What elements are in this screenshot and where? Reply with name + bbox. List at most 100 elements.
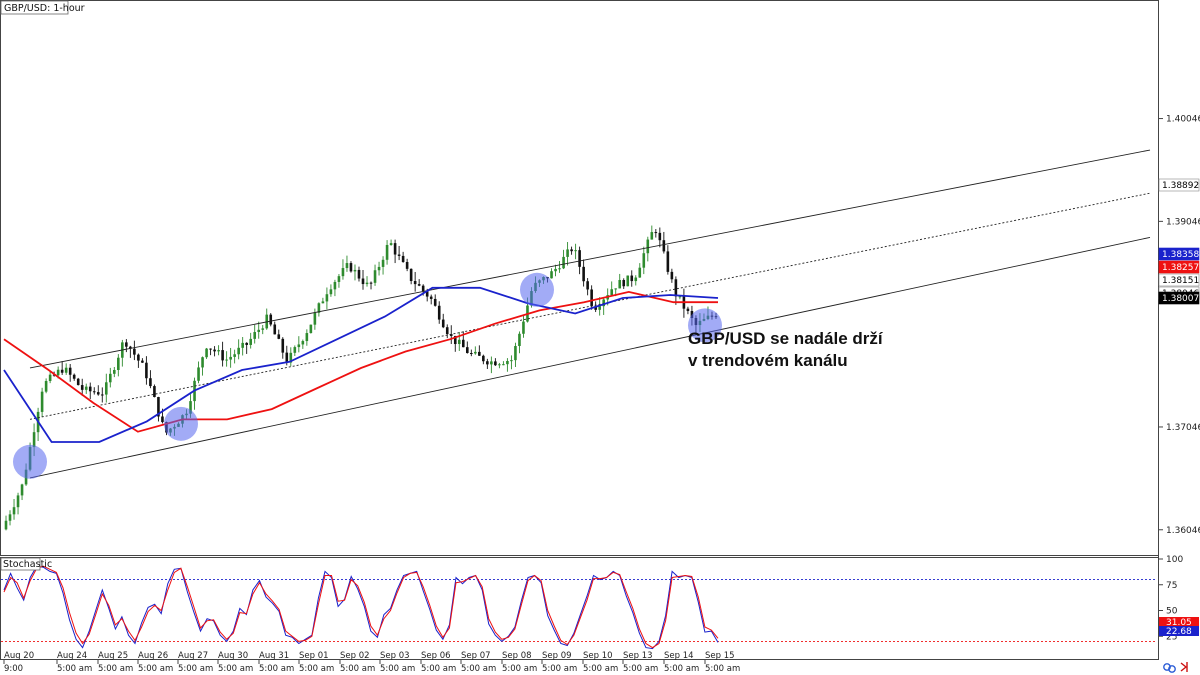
x-tick-label: Aug 26 xyxy=(138,651,168,661)
candle-body xyxy=(317,303,321,313)
candle-body xyxy=(80,385,84,390)
stoch-y-tick-label: 25 xyxy=(1166,632,1177,642)
x-tick-sublabel: 5:00 am xyxy=(542,664,577,674)
candle-body xyxy=(48,374,52,381)
x-tick-sublabel: 5:00 am xyxy=(502,664,537,674)
candle-body xyxy=(333,281,337,290)
y-tick-label: 1.36046 xyxy=(1166,526,1200,536)
candle-body xyxy=(20,484,24,496)
candle-body xyxy=(8,514,12,521)
x-tick-sublabel: 5:00 am xyxy=(664,664,699,674)
candle-body xyxy=(237,347,240,355)
x-tick-sublabel: 5:00 am xyxy=(57,664,92,674)
candle-body xyxy=(646,239,650,254)
candle-body xyxy=(470,353,473,355)
candle-body xyxy=(578,250,581,267)
stochastic-panel xyxy=(1,565,1157,650)
x-tick-sublabel: 5:00 am xyxy=(461,664,496,674)
candles xyxy=(4,225,718,531)
x-tick-label: Sep 13 xyxy=(623,651,653,661)
candle-body xyxy=(622,279,626,287)
candle-body xyxy=(441,319,445,328)
candle-body xyxy=(678,296,682,298)
y-tick-label: 1.37046 xyxy=(1166,423,1200,433)
stoch-y-tick-label: 75 xyxy=(1166,581,1177,591)
candle-body xyxy=(626,275,630,287)
candle-body xyxy=(658,232,662,241)
candle-body xyxy=(257,329,261,333)
candle-body xyxy=(289,352,293,363)
annotation-line-1: GBP/USD se nadále drží xyxy=(688,329,884,348)
price-label-text: 1.38151 xyxy=(1162,276,1199,286)
candle-body xyxy=(377,266,381,271)
candle-body xyxy=(582,266,585,282)
candle-body xyxy=(321,301,325,304)
arrows-icon[interactable] xyxy=(1180,662,1188,672)
candle-body xyxy=(213,349,216,352)
candle-body xyxy=(686,308,690,312)
candle-body xyxy=(590,289,593,307)
stoch-y-tick-label: 50 xyxy=(1166,607,1178,617)
candle-body xyxy=(494,361,497,366)
candle-body xyxy=(429,296,433,299)
stoch-label-box xyxy=(1159,617,1199,627)
x-tick-label: Sep 02 xyxy=(340,651,370,661)
candle-body xyxy=(662,240,666,252)
candle-body xyxy=(670,271,674,280)
candle-body xyxy=(506,361,509,365)
x-tick-label: Sep 09 xyxy=(542,651,572,661)
x-tick-label: Aug 25 xyxy=(98,651,128,661)
candle-body xyxy=(610,289,614,296)
moving-average-red xyxy=(3,290,718,433)
candle-body xyxy=(518,333,521,347)
candle-body xyxy=(409,268,413,282)
candle-body xyxy=(92,391,96,393)
candle-body xyxy=(437,305,441,320)
x-tick-sublabel: 5:00 am xyxy=(178,664,213,674)
touch-highlight-circle xyxy=(164,406,198,441)
candle-body xyxy=(145,362,148,379)
stoch-label-text: 22.68 xyxy=(1166,627,1192,637)
stoch-label-text: 31.05 xyxy=(1166,618,1192,628)
candle-body xyxy=(293,347,297,353)
link-charts-icon[interactable] xyxy=(1163,663,1176,673)
candle-body xyxy=(104,382,108,395)
x-tick-sublabel: 5:00 am xyxy=(299,664,334,674)
candle-body xyxy=(16,495,20,508)
candle-body xyxy=(510,360,513,362)
candle-body xyxy=(602,299,605,307)
candle-body xyxy=(108,373,112,383)
candle-body xyxy=(465,347,469,354)
candle-body xyxy=(345,263,349,269)
candle-body xyxy=(309,324,313,334)
candle-body xyxy=(149,378,152,387)
moving-average-blue xyxy=(3,286,719,443)
candle-body xyxy=(393,243,397,255)
candle-body xyxy=(666,251,670,272)
candle-body xyxy=(137,354,140,361)
candle-body xyxy=(281,338,285,353)
stochastic-title-box xyxy=(0,557,41,571)
candle-body xyxy=(478,351,481,356)
x-tick-label: Aug 20 xyxy=(4,651,34,661)
x-tick-label: Sep 10 xyxy=(583,651,613,661)
candle-body xyxy=(341,268,345,277)
x-tick-label: Aug 24 xyxy=(57,651,87,661)
x-tick-sublabel: 5:00 am xyxy=(421,664,456,674)
candle-body xyxy=(425,291,429,297)
x-tick-sublabel: 5:00 am xyxy=(259,664,294,674)
candle-body xyxy=(457,339,461,345)
touch-highlight-circle xyxy=(13,444,47,479)
x-tick-label: Sep 14 xyxy=(664,651,694,661)
x-tick-label: Sep 08 xyxy=(502,651,532,661)
candle-body xyxy=(634,277,638,282)
candle-body xyxy=(361,278,365,285)
candle-body xyxy=(514,346,517,361)
candle-body xyxy=(650,232,654,240)
candle-body xyxy=(209,348,212,350)
candle-body xyxy=(221,350,224,361)
channel-middle-line xyxy=(29,192,1151,420)
candle-body xyxy=(197,367,200,381)
candle-body xyxy=(550,271,553,279)
y-tick-label: 1.40046 xyxy=(1166,115,1200,125)
